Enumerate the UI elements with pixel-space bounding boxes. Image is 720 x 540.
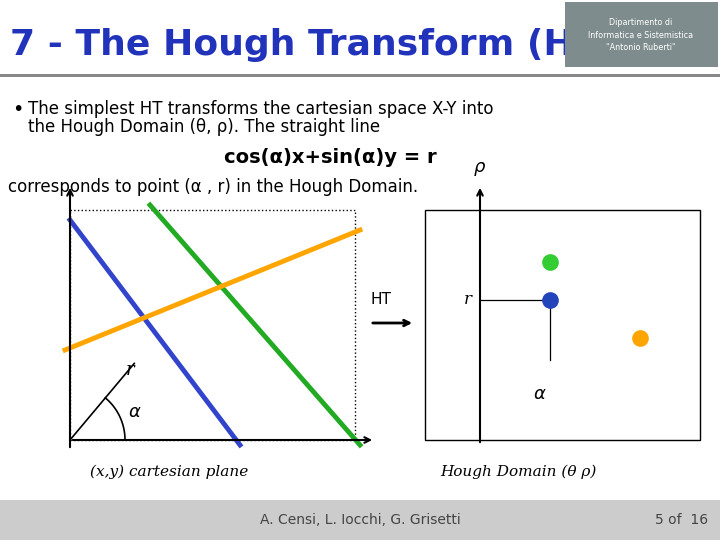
Text: corresponds to point (α , r) in the Hough Domain.: corresponds to point (α , r) in the Houg… — [8, 178, 418, 196]
Bar — [0, 77, 720, 507]
Text: A. Censi, L. Iocchi, G. Grisetti: A. Censi, L. Iocchi, G. Grisetti — [260, 513, 460, 527]
Bar — [565, 2, 718, 67]
Text: The simplest HT transforms the cartesian space X-Y into: The simplest HT transforms the cartesian… — [28, 100, 493, 118]
Text: r: r — [126, 361, 135, 379]
Text: cos(α)x+sin(α)y = r: cos(α)x+sin(α)y = r — [224, 148, 436, 167]
Text: 5 of  16: 5 of 16 — [655, 513, 708, 527]
Text: the Hough Domain (θ, ρ). The straight line: the Hough Domain (θ, ρ). The straight li… — [28, 118, 380, 136]
Text: $\alpha$: $\alpha$ — [128, 403, 142, 421]
Bar — [70, 210, 355, 440]
Text: Dipartimento di
Informatica e Sistemistica
"Antonio Ruberti": Dipartimento di Informatica e Sistemisti… — [588, 18, 693, 52]
Bar — [425, 210, 700, 440]
Text: Hough Domain (θ ρ): Hough Domain (θ ρ) — [440, 465, 596, 480]
Bar — [0, 74, 720, 77]
Bar — [0, 0, 720, 75]
Text: HT: HT — [370, 292, 391, 307]
Text: •: • — [12, 100, 23, 119]
Text: 7 - The Hough Transform (HT): 7 - The Hough Transform (HT) — [10, 28, 615, 62]
Text: (x,y) cartesian plane: (x,y) cartesian plane — [90, 465, 248, 480]
Text: $\alpha$: $\alpha$ — [534, 385, 546, 403]
Bar — [0, 500, 720, 540]
Text: r: r — [464, 292, 472, 308]
Text: $\rho$: $\rho$ — [473, 160, 487, 178]
